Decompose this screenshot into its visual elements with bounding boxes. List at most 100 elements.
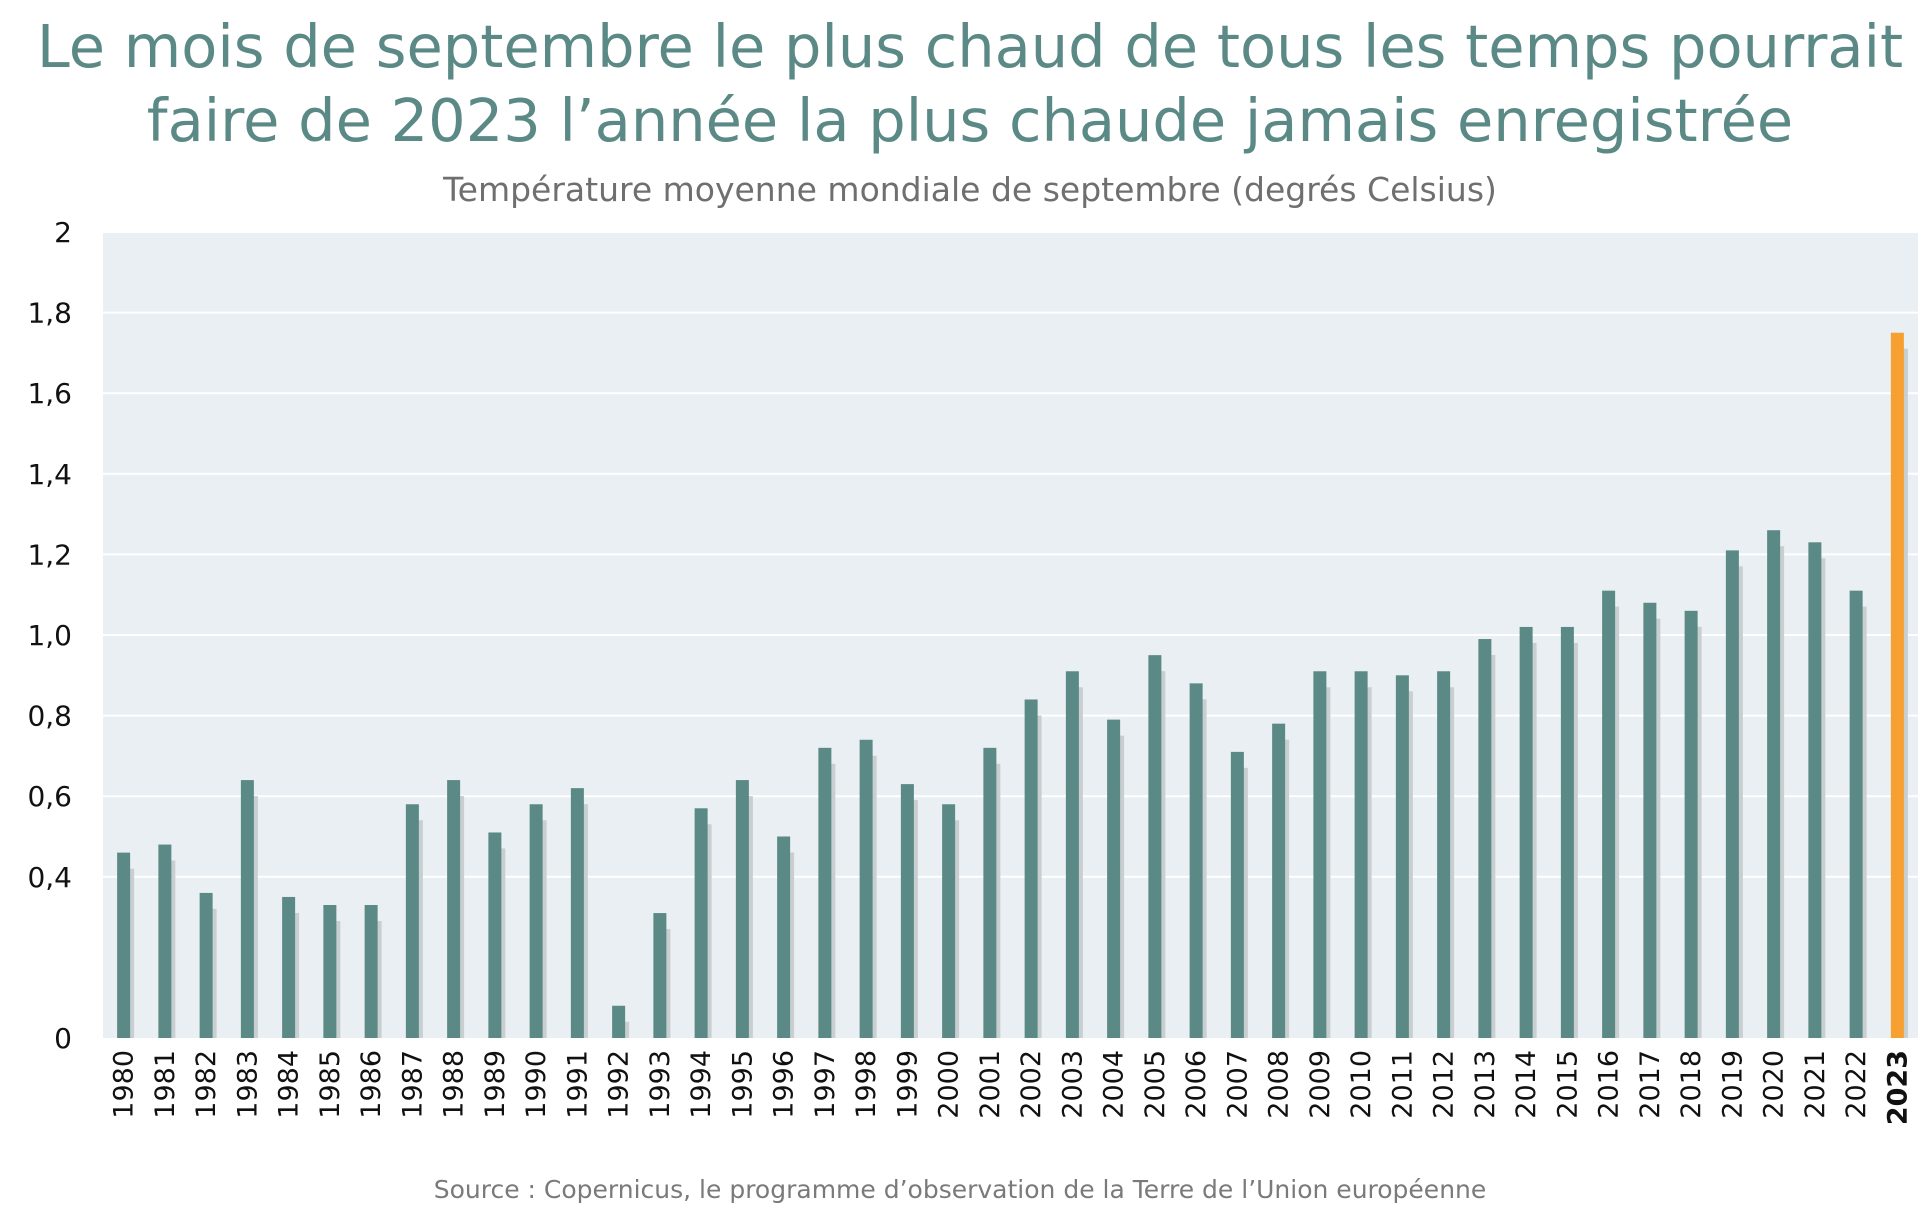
y-tick-label: 1,6 (27, 377, 72, 410)
x-tick-label: 1998 (851, 1050, 882, 1119)
x-tick-label: 2004 (1099, 1050, 1130, 1119)
y-tick-label: 0,8 (27, 700, 72, 733)
bar-2007 (1230, 751, 1244, 1038)
bar-2020 (1767, 530, 1781, 1038)
x-tick-label: 2008 (1264, 1050, 1295, 1119)
bar-2016 (1602, 590, 1616, 1038)
x-tick-label: 1984 (274, 1050, 305, 1119)
bar-2003 (1065, 671, 1079, 1038)
y-tick-label: 1,2 (27, 538, 72, 571)
bar-1990 (529, 804, 543, 1038)
y-tick-label: 0,4 (27, 861, 72, 894)
x-tick-label: 2023 (1882, 1050, 1913, 1125)
bar-2001 (983, 747, 997, 1038)
x-tick-label: 2015 (1552, 1050, 1583, 1119)
bar-1993 (653, 913, 667, 1038)
x-tick-label: 2020 (1759, 1050, 1790, 1119)
x-tick-label: 1999 (892, 1050, 923, 1119)
y-tick-label: 2 (54, 216, 72, 249)
x-tick-label: 2001 (975, 1050, 1006, 1119)
y-tick-label: 1,8 (27, 297, 72, 330)
bar-2021 (1808, 542, 1822, 1038)
bar-2012 (1437, 671, 1451, 1038)
bar-1986 (364, 905, 378, 1038)
x-tick-label: 1994 (686, 1050, 717, 1119)
chart-title-line-1: Le mois de septembre le plus chaud de to… (36, 12, 1904, 81)
bar-1999 (900, 784, 914, 1038)
x-tick-label: 1983 (232, 1050, 263, 1119)
bar-2015 (1560, 626, 1574, 1038)
x-tick-label: 1981 (150, 1050, 181, 1119)
bar-1987 (405, 804, 419, 1038)
x-tick-label: 2014 (1511, 1050, 1542, 1119)
x-tick-label: 2018 (1676, 1050, 1707, 1119)
bar-2000 (942, 804, 956, 1038)
bar-1994 (694, 808, 708, 1038)
bar-2005 (1148, 655, 1162, 1038)
x-tick-label: 2022 (1841, 1050, 1872, 1119)
bar-2010 (1354, 671, 1368, 1038)
x-tick-label: 2009 (1305, 1050, 1336, 1119)
y-tick-label: 1,4 (27, 458, 72, 491)
chart-title-line-2: faire de 2023 l’année la plus chaude jam… (146, 86, 1794, 155)
x-tick-label: 2007 (1222, 1050, 1253, 1119)
x-tick-label: 2016 (1594, 1050, 1625, 1119)
x-tick-label: 2005 (1140, 1050, 1171, 1119)
x-tick-label: 1992 (604, 1050, 635, 1119)
bar-2014 (1519, 626, 1533, 1038)
x-tick-label: 1997 (810, 1050, 841, 1119)
bar-2011 (1395, 675, 1409, 1038)
bar-highlight-2023 (1890, 332, 1904, 1038)
x-tick-label: 2000 (934, 1050, 965, 1119)
bar-1996 (777, 836, 791, 1038)
bar-1992 (612, 1005, 626, 1038)
y-tick-label: 1,0 (27, 619, 72, 652)
bar-2004 (1107, 719, 1121, 1038)
x-tick-label: 2006 (1181, 1050, 1212, 1119)
bar-2019 (1725, 550, 1739, 1038)
bar-1983 (240, 780, 254, 1038)
bar-2006 (1189, 683, 1203, 1038)
bar-1982 (199, 892, 213, 1038)
bar-1997 (818, 747, 832, 1038)
x-tick-label: 1991 (562, 1050, 593, 1119)
bar-2013 (1478, 639, 1492, 1038)
x-tick-label: 1982 (191, 1050, 222, 1119)
x-tick-label: 2019 (1717, 1050, 1748, 1119)
bar-2017 (1643, 602, 1657, 1038)
x-tick-label: 2013 (1470, 1050, 1501, 1119)
bar-2009 (1313, 671, 1327, 1038)
source-note: Source : Copernicus, le programme d’obse… (433, 1175, 1487, 1204)
y-axis: 0 0,4 0,6 0,8 1,0 1,2 1,4 1,6 1,8 2 (27, 216, 72, 1055)
bar-2018 (1684, 610, 1698, 1038)
x-tick-label: 2002 (1016, 1050, 1047, 1119)
x-tick-label: 2017 (1635, 1050, 1666, 1119)
bars (117, 332, 1908, 1038)
x-tick-label: 2012 (1429, 1050, 1460, 1119)
y-tick-label: 0,6 (27, 780, 72, 813)
bar-1991 (570, 788, 584, 1038)
bar-1985 (323, 905, 337, 1038)
x-tick-label: 2011 (1387, 1050, 1418, 1119)
bar-1989 (488, 832, 502, 1038)
bar-1995 (735, 780, 749, 1038)
x-tick-label: 1990 (521, 1050, 552, 1119)
x-tick-label: 1987 (397, 1050, 428, 1119)
x-tick-label: 2010 (1346, 1050, 1377, 1119)
bar-2008 (1272, 723, 1286, 1038)
bar-2002 (1024, 699, 1038, 1038)
x-tick-label: 1995 (727, 1050, 758, 1119)
x-tick-label: 1996 (769, 1050, 800, 1119)
x-axis: 1980 1981 1982 1983 1984 1985 1986 1987 1988 1989… (109, 1050, 1914, 1125)
x-tick-label: 1980 (109, 1050, 140, 1119)
x-tick-label: 1989 (480, 1050, 511, 1119)
bar-1998 (859, 739, 873, 1038)
chart-title: Le mois de septembre le plus chaud de to… (0, 10, 1920, 158)
y-tick-label: 0 (54, 1022, 72, 1055)
bar-1981 (158, 844, 172, 1038)
x-tick-label: 1993 (645, 1050, 676, 1119)
chart-subtitle: Température moyenne mondiale de septembr… (443, 170, 1497, 209)
bar-2022 (1849, 590, 1863, 1038)
x-tick-label: 1988 (439, 1050, 470, 1119)
